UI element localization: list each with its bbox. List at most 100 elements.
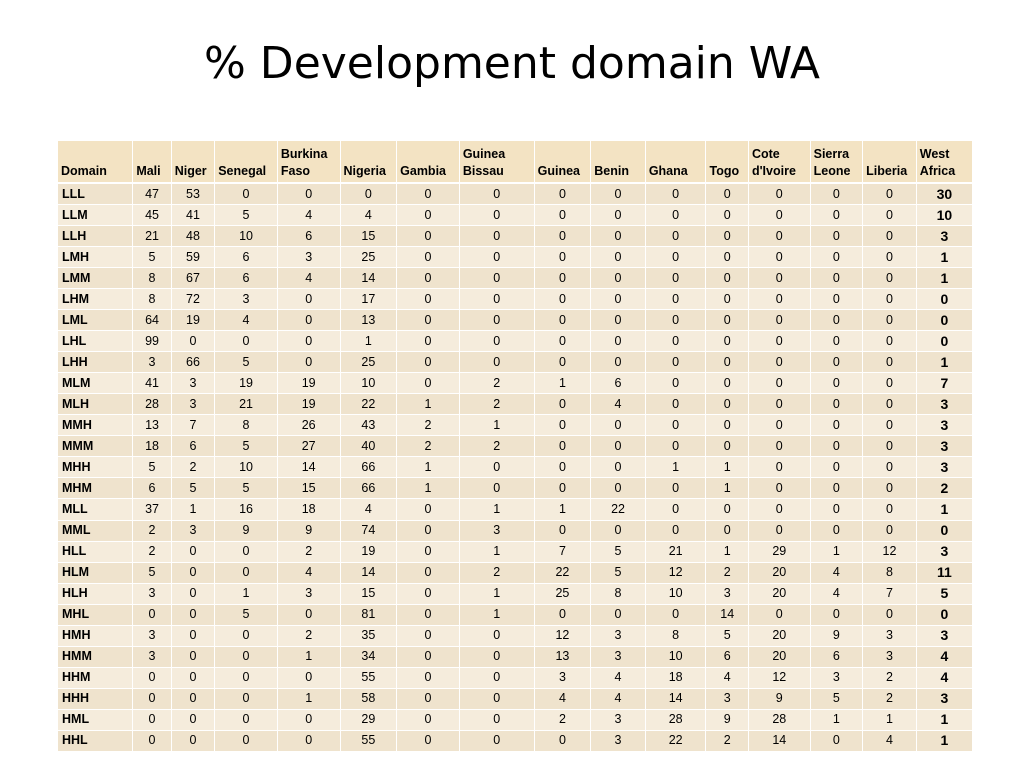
table-cell: 1: [645, 456, 707, 479]
table-cell: 0: [396, 288, 460, 311]
table-cell: 19: [171, 309, 216, 332]
table-cell: 0: [534, 604, 592, 626]
table-cell: 2: [459, 372, 535, 395]
west-africa-cell: 3: [916, 414, 972, 437]
table-cell: 1: [214, 583, 278, 605]
table-cell: 29: [748, 541, 811, 563]
table-cell: 2: [862, 688, 917, 710]
table-cell: 4: [277, 562, 341, 584]
table-cell: 0: [645, 288, 707, 311]
table-row: LLL 47 53 0 0 0 0 0 0 0 0 0 0 0 0 30: [58, 183, 972, 206]
table-cell: 21: [214, 393, 278, 416]
column-header-label: Leone: [813, 164, 851, 178]
column-header-label: d'Ivoire: [751, 164, 796, 178]
table-cell: 25: [340, 246, 398, 269]
table-cell: 20: [748, 583, 811, 605]
column-header-label: Togo: [709, 164, 740, 178]
slide-title: % Development domain WA: [204, 38, 820, 89]
table-row: LHH 3 66 5 0 25 0 0 0 0 0 0 0 0 0 1: [58, 351, 972, 374]
column-header-label: Ghana: [648, 164, 688, 178]
table-cell: 18: [645, 667, 707, 689]
table-cell: 0: [862, 372, 917, 395]
table-cell: 0: [277, 309, 341, 332]
table-row: LML 64 19 4 0 13 0 0 0 0 0 0 0 0 0 0: [58, 309, 972, 332]
table-cell: 10: [214, 456, 278, 479]
table-cell: 0: [748, 183, 811, 206]
domain-cell: LLL: [58, 183, 134, 206]
table-cell: 0: [396, 309, 460, 332]
table-cell: 0: [171, 730, 216, 753]
table-cell: 0: [459, 330, 535, 353]
table-cell: 41: [132, 372, 172, 395]
table-cell: 99: [132, 330, 172, 353]
column-header-label: Senegal: [218, 164, 267, 178]
table-row: MHL 0 0 5 0 81 0 1 0 0 0 14 0 0 0 0: [58, 604, 972, 626]
table-cell: 0: [645, 351, 707, 374]
table-cell: 81: [340, 604, 398, 626]
table-cell: 0: [396, 498, 460, 521]
table-cell: 14: [340, 562, 398, 584]
column-header: Gambia: [396, 141, 460, 184]
table-cell: 1: [340, 330, 398, 353]
table-cell: 6: [214, 246, 278, 269]
table-cell: 55: [340, 667, 398, 689]
table-cell: 2: [396, 414, 460, 437]
table-cell: 58: [340, 688, 398, 710]
table-cell: 9: [748, 688, 811, 710]
west-africa-cell: 3: [916, 688, 972, 710]
table-cell: 0: [810, 414, 864, 437]
table-cell: 0: [277, 730, 341, 753]
table-cell: 3: [590, 646, 646, 668]
table-cell: 0: [396, 372, 460, 395]
table-cell: 0: [810, 204, 864, 227]
table-row: HMH 3 0 0 2 35 0 0 12 3 8 5 20 9 3 3: [58, 625, 972, 647]
table-cell: 7: [171, 414, 216, 437]
table-cell: 3: [171, 520, 216, 542]
table-cell: 0: [534, 520, 592, 542]
column-header: Ghana: [645, 141, 707, 184]
column-header: Guinea Bissau: [459, 141, 535, 184]
domain-cell: LMH: [58, 246, 134, 269]
table-cell: 0: [459, 309, 535, 332]
table-cell: 0: [705, 393, 749, 416]
table-cell: 5: [132, 456, 172, 479]
table-cell: 0: [810, 435, 864, 458]
table-cell: 0: [862, 414, 917, 437]
table-cell: 3: [132, 351, 172, 374]
table-cell: 0: [705, 309, 749, 332]
table-cell: 0: [396, 646, 460, 668]
table-cell: 0: [862, 288, 917, 311]
west-africa-cell: 0: [916, 604, 972, 626]
table-cell: 1: [396, 456, 460, 479]
table-header-row: Domain Mali Niger Senegal Burkina Faso Nigeria…: [58, 141, 972, 184]
table-cell: 5: [171, 477, 216, 500]
table-cell: 7: [534, 541, 592, 563]
table-cell: 25: [340, 351, 398, 374]
domain-cell: MLL: [58, 498, 134, 521]
table-cell: 0: [459, 246, 535, 269]
west-africa-cell: 1: [916, 351, 972, 374]
table-cell: 53: [171, 183, 216, 206]
table-cell: 0: [810, 309, 864, 332]
table-cell: 9: [810, 625, 864, 647]
table-cell: 0: [171, 667, 216, 689]
table-cell: 0: [590, 351, 646, 374]
column-header: Senegal: [214, 141, 278, 184]
table-cell: 0: [862, 520, 917, 542]
table-cell: 2: [132, 520, 172, 542]
table-cell: 6: [171, 435, 216, 458]
table-cell: 0: [214, 646, 278, 668]
table-cell: 0: [645, 414, 707, 437]
table-cell: 0: [862, 393, 917, 416]
table-cell: 10: [645, 646, 707, 668]
table-cell: 3: [132, 625, 172, 647]
table-cell: 1: [810, 709, 864, 731]
table-cell: 13: [534, 646, 592, 668]
table-cell: 0: [214, 183, 278, 206]
table-cell: 0: [810, 288, 864, 311]
table-row: MLL 37 1 16 18 4 0 1 1 22 0 0 0 0 0 1: [58, 498, 972, 521]
table-cell: 0: [396, 688, 460, 710]
table-cell: 0: [340, 183, 398, 206]
table-cell: 0: [459, 688, 535, 710]
table-cell: 0: [590, 267, 646, 290]
